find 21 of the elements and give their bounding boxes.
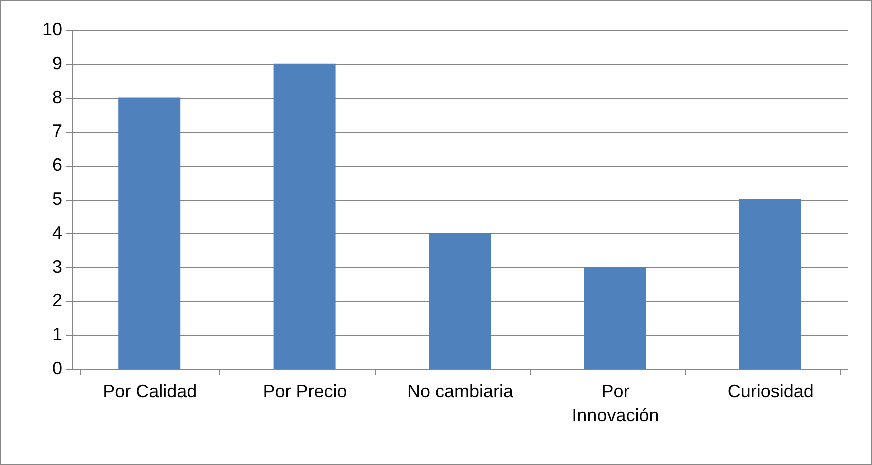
y-tick-label: 2 (52, 290, 62, 311)
x-tick-label: Curiosidad (728, 382, 814, 402)
x-tick-label: Por Calidad (103, 382, 198, 402)
bar (584, 267, 646, 369)
y-tick-label: 4 (52, 222, 62, 243)
bar (739, 200, 802, 369)
x-tick-label: Por Innovación (572, 382, 660, 426)
y-tick-label: 9 (52, 53, 62, 74)
y-tick-label: 7 (52, 121, 62, 142)
bar (429, 233, 491, 369)
y-tick-label: 3 (52, 256, 62, 277)
y-tick-label: 1 (52, 324, 62, 345)
y-tick-label: 5 (52, 189, 62, 209)
y-tick-label: 6 (52, 155, 62, 176)
x-tick-label: Por Precio (263, 382, 348, 402)
y-tick-label: 10 (42, 20, 62, 40)
y-tick-label: 8 (52, 87, 62, 108)
bar (118, 98, 181, 369)
x-tick-label: No cambiaria (407, 382, 515, 402)
y-tick-label: 0 (52, 358, 62, 378)
bar (274, 64, 336, 369)
